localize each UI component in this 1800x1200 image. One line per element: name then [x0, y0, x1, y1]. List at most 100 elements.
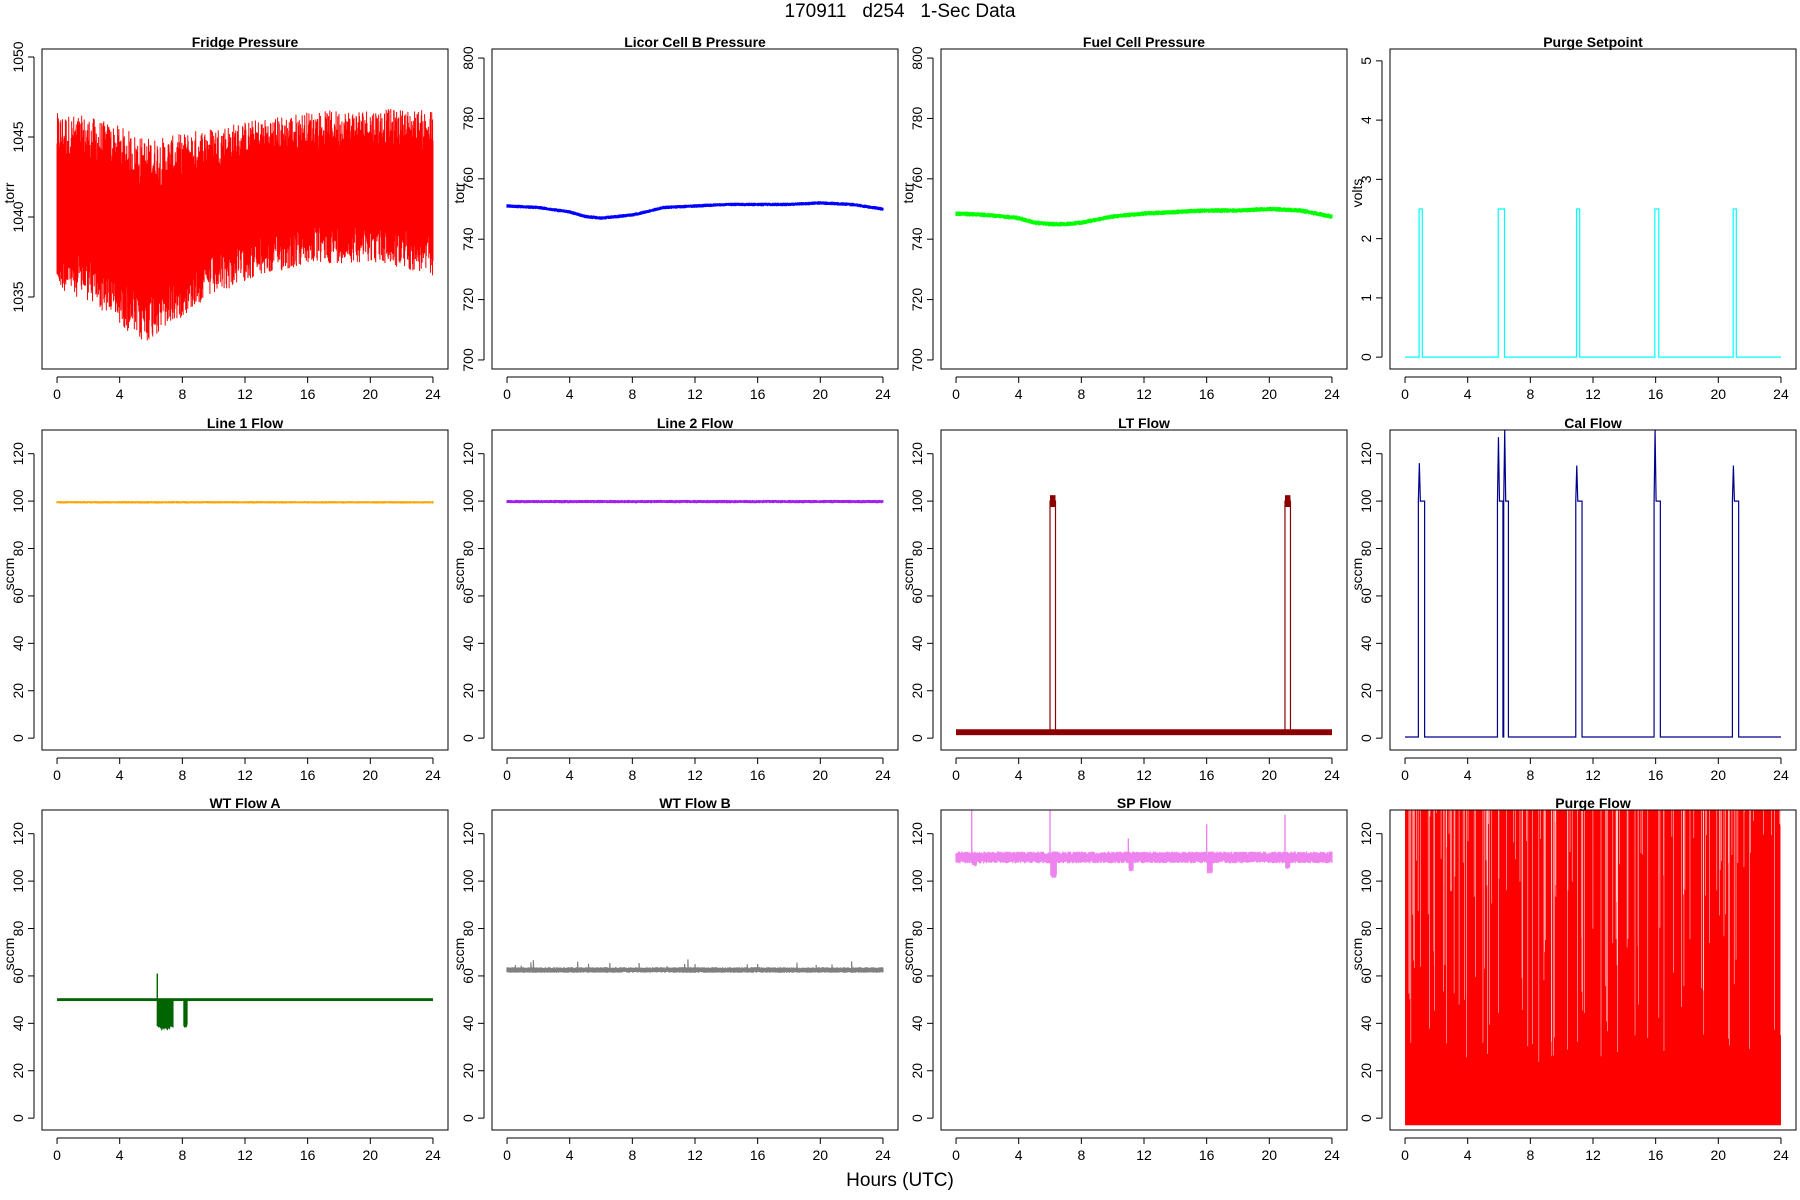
y-tick-label: 80 — [1358, 921, 1374, 937]
x-tick-label: 16 — [1648, 767, 1664, 783]
chart-panel: 0 4 8 12 16 20 24 700 720 740 760 780 800 torr Licor C… — [451, 34, 899, 402]
chart-panel: 0 4 8 12 16 20 24 0 20 40 60 80 100 120 sccm Purge Flow — [1349, 795, 1797, 1163]
y-tick-label: 40 — [1358, 635, 1374, 651]
panel-title: Cal Flow — [1564, 415, 1622, 431]
x-tick-label: 4 — [116, 767, 124, 783]
y-tick-label: 80 — [909, 541, 925, 557]
y-tick-label: 100 — [909, 489, 925, 513]
panel-title: Fuel Cell Pressure — [1083, 34, 1205, 50]
plot-frame — [940, 809, 1348, 1131]
y-tick-label: 0 — [1358, 353, 1374, 361]
y-tick-label: 20 — [10, 683, 26, 699]
x-tick-label: 8 — [1526, 767, 1534, 783]
plot-frame — [491, 429, 899, 751]
chart-panel: 0 4 8 12 16 20 24 0 20 40 60 80 100 120 sccm Line 1 Flo… — [1, 415, 449, 783]
chart-panel: 0 4 8 12 16 20 24 0 20 40 60 80 100 120 sccm SP Flow — [900, 795, 1348, 1163]
y-tick-label: 0 — [460, 1114, 476, 1122]
x-tick-label: 12 — [1136, 767, 1152, 783]
figure-title: 170911 d254 1-Sec Data — [784, 1, 1016, 22]
x-tick-label: 16 — [1648, 386, 1664, 402]
x-tick-label: 0 — [503, 1147, 511, 1163]
y-axis-label: sccm — [1349, 938, 1365, 971]
y-tick-label: 120 — [460, 442, 476, 466]
x-tick-label: 20 — [1262, 767, 1278, 783]
x-tick-label: 8 — [628, 1147, 636, 1163]
y-tick-label: 20 — [1358, 683, 1374, 699]
y-tick-label: 3 — [1358, 175, 1374, 183]
x-tick-label: 4 — [1464, 767, 1472, 783]
x-tick-label: 0 — [1401, 1147, 1409, 1163]
chart-panel: 0 4 8 12 16 20 24 0 20 40 60 80 100 120 sccm LT Flow — [900, 415, 1348, 783]
x-tick-label: 4 — [1464, 386, 1472, 402]
y-tick-label: 120 — [1358, 822, 1374, 846]
figure-xlabel: Hours (UTC) — [846, 1170, 954, 1191]
x-tick-label: 24 — [1773, 767, 1789, 783]
x-tick-label: 24 — [425, 767, 441, 783]
chart-panel: 0 4 8 12 16 20 24 0 20 40 60 80 100 120 sccm Line 2 Flo… — [451, 415, 899, 783]
y-tick-label: 80 — [1358, 541, 1374, 557]
x-tick-label: 16 — [750, 386, 766, 402]
y-tick-label: 60 — [460, 968, 476, 984]
dip — [1050, 857, 1057, 878]
x-tick-label: 16 — [300, 767, 316, 783]
x-tick-label: 20 — [363, 767, 379, 783]
y-tick-label: 80 — [10, 541, 26, 557]
x-tick-label: 0 — [53, 386, 61, 402]
data-layer — [506, 959, 884, 973]
y-tick-label: 5 — [1358, 57, 1374, 65]
plot-frame — [1389, 809, 1797, 1131]
y-tick-label: 720 — [909, 288, 925, 312]
panel-title: Purge Setpoint — [1543, 34, 1643, 50]
x-tick-label: 8 — [628, 767, 636, 783]
step-signal — [956, 500, 1332, 733]
panel-title: SP Flow — [1117, 795, 1171, 811]
dip — [1285, 857, 1291, 870]
series-line — [506, 201, 884, 220]
y-axis-label: volts — [1349, 179, 1365, 208]
x-tick-label: 24 — [1324, 386, 1340, 402]
y-tick-label: 40 — [909, 635, 925, 651]
x-tick-label: 12 — [237, 386, 253, 402]
y-tick-label: 0 — [10, 1114, 26, 1122]
y-tick-label: 40 — [10, 1015, 26, 1031]
x-tick-label: 20 — [813, 1147, 829, 1163]
panel-title: Line 1 Flow — [207, 415, 283, 431]
y-tick-label: 60 — [1358, 968, 1374, 984]
x-tick-label: 24 — [875, 386, 891, 402]
y-tick-label: 20 — [460, 1063, 476, 1079]
x-tick-label: 12 — [1136, 386, 1152, 402]
series-line — [56, 108, 434, 341]
y-tick-label: 1040 — [10, 201, 26, 232]
panel-title: LT Flow — [1118, 415, 1170, 431]
y-tick-label: 0 — [1358, 734, 1374, 742]
step-signal — [1405, 430, 1781, 738]
x-tick-label: 24 — [1324, 767, 1340, 783]
y-tick-label: 0 — [10, 734, 26, 742]
y-tick-label: 1 — [1358, 294, 1374, 302]
x-tick-label: 8 — [1077, 386, 1085, 402]
y-tick-label: 760 — [909, 167, 925, 191]
y-tick-label: 80 — [460, 541, 476, 557]
panel-title: Line 2 Flow — [657, 415, 733, 431]
series-line — [506, 959, 884, 973]
x-tick-label: 8 — [178, 1147, 186, 1163]
y-tick-label: 100 — [909, 869, 925, 893]
x-tick-label: 20 — [363, 386, 379, 402]
y-tick-label: 740 — [909, 227, 925, 251]
x-tick-label: 16 — [300, 386, 316, 402]
plot-frame — [940, 429, 1348, 751]
x-tick-label: 4 — [566, 386, 574, 402]
y-axis-label: torr — [900, 182, 916, 203]
data-layer — [955, 810, 1333, 878]
x-tick-label: 12 — [1136, 1147, 1152, 1163]
x-tick-label: 20 — [363, 1147, 379, 1163]
x-tick-label: 20 — [1711, 767, 1727, 783]
series-line — [955, 851, 1333, 864]
x-tick-label: 12 — [1585, 1147, 1601, 1163]
x-tick-label: 0 — [503, 767, 511, 783]
x-tick-label: 8 — [628, 386, 636, 402]
y-tick-label: 20 — [1358, 1063, 1374, 1079]
y-axis-label: sccm — [1, 938, 17, 971]
series-line — [506, 499, 884, 504]
x-tick-label: 20 — [1262, 1147, 1278, 1163]
